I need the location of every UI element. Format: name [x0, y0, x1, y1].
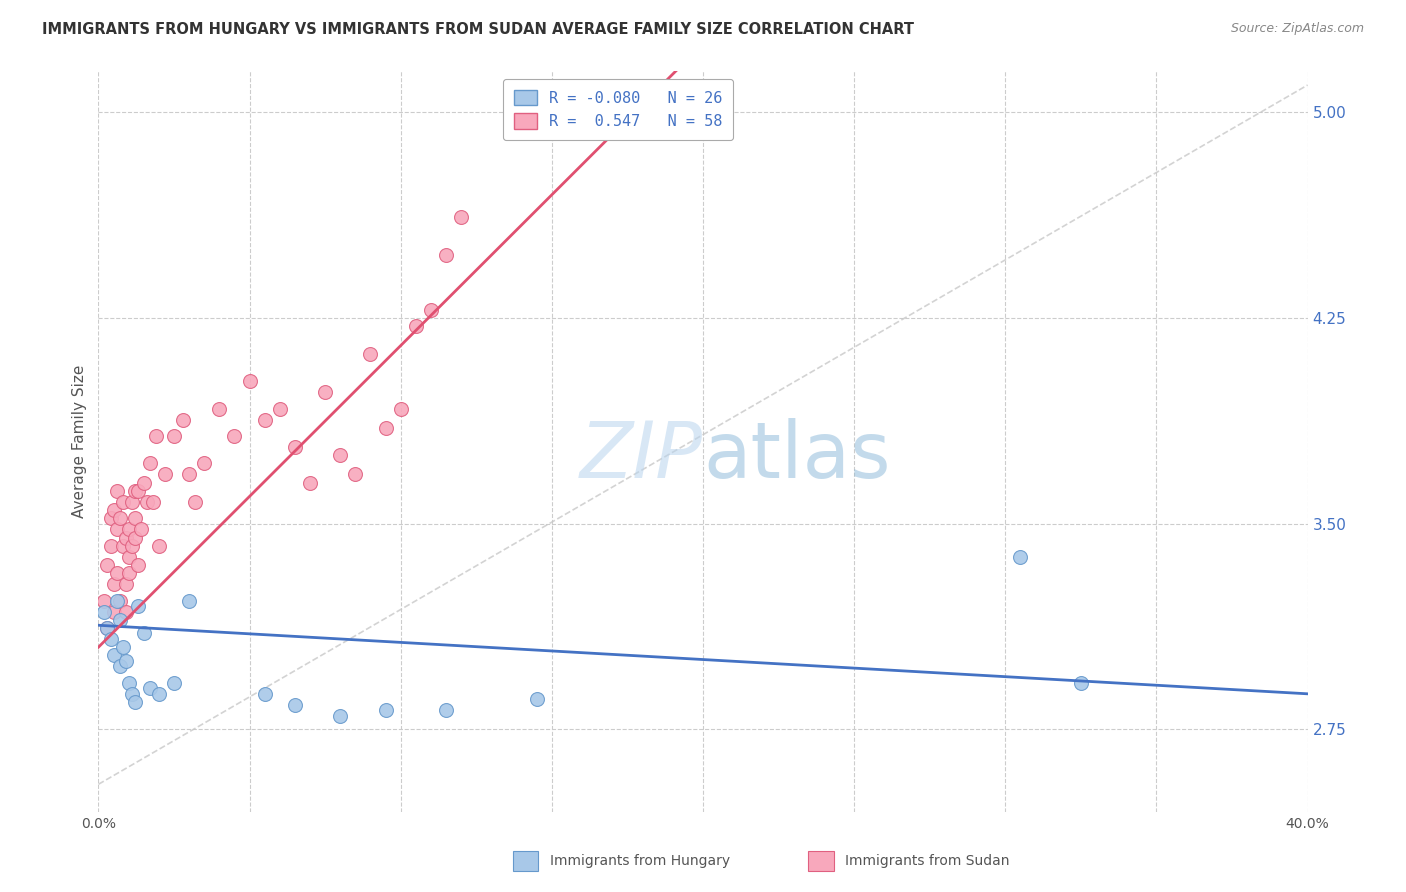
Point [450, 210, 472, 224]
Point [163, 429, 186, 443]
Point [121, 687, 143, 701]
Point [253, 687, 276, 701]
Point [148, 539, 170, 553]
Point [108, 511, 131, 525]
Point [124, 511, 146, 525]
Point [434, 248, 457, 262]
Point [145, 429, 167, 443]
Point [208, 401, 231, 416]
Point [105, 522, 128, 536]
Point [314, 385, 336, 400]
Point [420, 302, 443, 317]
Point [127, 599, 149, 613]
Point [124, 531, 146, 545]
Point [1070, 676, 1092, 690]
Point [163, 676, 186, 690]
Text: Source: ZipAtlas.com: Source: ZipAtlas.com [1230, 22, 1364, 36]
Point [132, 626, 155, 640]
Text: Immigrants from Sudan: Immigrants from Sudan [845, 854, 1010, 868]
Point [127, 483, 149, 498]
Point [374, 421, 396, 435]
Point [132, 475, 155, 490]
Point [344, 467, 367, 482]
Point [118, 676, 141, 690]
Point [114, 605, 136, 619]
Point [253, 412, 276, 426]
Point [105, 483, 128, 498]
Point [108, 659, 131, 673]
Point [103, 605, 125, 619]
Point [127, 558, 149, 572]
Text: Immigrants from Hungary: Immigrants from Hungary [550, 854, 730, 868]
Point [93, 605, 115, 619]
Point [148, 687, 170, 701]
Point [329, 708, 352, 723]
Point [139, 457, 162, 471]
Point [284, 440, 307, 454]
Text: atlas: atlas [703, 418, 890, 494]
Point [105, 566, 128, 581]
Point [299, 475, 322, 490]
Point [142, 495, 165, 509]
Y-axis label: Average Family Size: Average Family Size [72, 365, 87, 518]
Point [329, 448, 352, 462]
Point [179, 467, 201, 482]
Point [239, 374, 262, 388]
Point [103, 648, 125, 663]
Point [111, 495, 134, 509]
Point [179, 593, 201, 607]
Point [111, 640, 134, 655]
Point [135, 495, 157, 509]
Legend: R = -0.080   N = 26, R =  0.547   N = 58: R = -0.080 N = 26, R = 0.547 N = 58 [503, 79, 734, 140]
Point [1010, 549, 1032, 564]
Point [96, 558, 118, 572]
Point [389, 401, 412, 416]
Point [172, 412, 194, 426]
Text: IMMIGRANTS FROM HUNGARY VS IMMIGRANTS FROM SUDAN AVERAGE FAMILY SIZE CORRELATION: IMMIGRANTS FROM HUNGARY VS IMMIGRANTS FR… [42, 22, 914, 37]
Point [105, 593, 128, 607]
Point [100, 511, 122, 525]
Point [118, 522, 141, 536]
Point [114, 531, 136, 545]
Point [100, 632, 122, 646]
Point [111, 539, 134, 553]
Point [269, 401, 291, 416]
Point [124, 695, 146, 709]
Point [139, 681, 162, 696]
Point [118, 566, 141, 581]
Point [224, 429, 246, 443]
Point [114, 654, 136, 668]
Point [434, 703, 457, 717]
Point [93, 593, 115, 607]
Point [96, 621, 118, 635]
Point [153, 467, 176, 482]
Text: ZIP: ZIP [581, 418, 703, 494]
Point [108, 613, 131, 627]
Point [360, 347, 382, 361]
Point [100, 539, 122, 553]
Point [526, 692, 548, 706]
Point [96, 621, 118, 635]
Point [103, 577, 125, 591]
Point [129, 522, 152, 536]
Point [284, 698, 307, 712]
Point [121, 495, 143, 509]
Point [184, 495, 207, 509]
Point [193, 457, 215, 471]
Point [108, 593, 131, 607]
Point [103, 503, 125, 517]
Point [124, 483, 146, 498]
Point [374, 703, 396, 717]
Point [405, 319, 427, 334]
Point [121, 539, 143, 553]
Point [118, 549, 141, 564]
Point [114, 577, 136, 591]
